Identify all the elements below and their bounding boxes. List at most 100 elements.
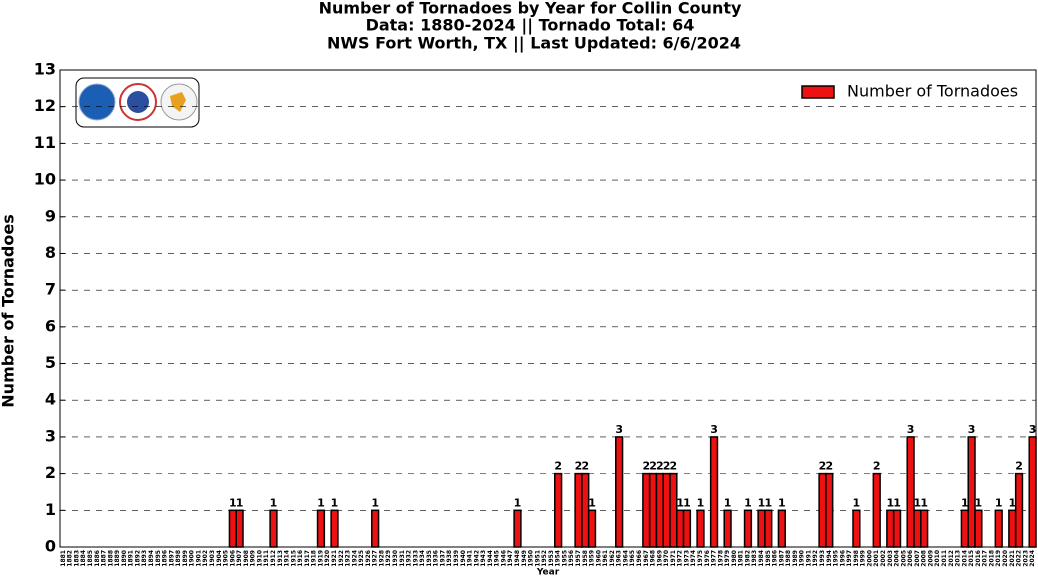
bar [696,509,705,548]
data-label: 3 [1029,423,1037,436]
x-tick-label: 1916 [297,550,304,567]
x-tick-label: 1997 [846,550,853,567]
x-tick-label: 1925 [358,550,365,567]
x-tick-label: 2009 [927,550,934,567]
data-label: 1 [588,496,596,509]
y-tick-label: 13 [34,60,56,79]
data-label: 2 [581,460,589,473]
bar [920,509,929,548]
x-tick-label: 1972 [677,550,684,567]
data-label: 1 [758,496,766,509]
x-tick-label: 1923 [345,550,352,567]
x-tick-label: 1934 [419,550,426,567]
x-tick-label: 2001 [873,550,880,567]
x-tick-label: 1969 [656,550,663,567]
nws-logo-inner [127,91,149,113]
x-tick-label: 1950 [528,550,535,567]
x-tick-label: 1961 [602,550,609,567]
x-tick-label: 2015 [968,550,975,567]
x-tick-label: 2010 [934,550,941,567]
y-tick-label: 1 [45,500,56,519]
y-axis-label: Number of Tornadoes [0,214,18,407]
x-tick-label: 2007 [914,550,921,567]
data-label: 2 [656,460,664,473]
data-label: 1 [961,496,969,509]
bar [330,509,339,548]
x-tick-label: 1900 [189,550,196,567]
x-tick-label: 1895 [155,550,162,567]
x-tick-label: 1985 [765,550,772,567]
data-label: 1 [514,496,522,509]
data-label: 2 [670,460,678,473]
bar [513,509,522,548]
bar [764,509,773,548]
x-tick-label: 1987 [778,550,785,567]
bar [960,509,969,548]
x-tick-label: 1988 [785,550,792,567]
bar [709,436,719,548]
data-label: 1 [676,496,684,509]
bar [581,472,590,548]
x-tick-label: 1999 [860,550,867,567]
x-tick-label: 2021 [1009,550,1016,567]
data-label: 1 [236,496,244,509]
bar [655,472,664,548]
x-tick-label: 1956 [568,550,575,567]
y-tick-label: 2 [45,463,56,482]
x-tick-label: 1966 [636,550,643,567]
x-tick-label: 1906 [229,550,236,567]
x-tick-label: 1979 [724,550,731,567]
x-tick-label: 1973 [683,550,690,567]
bar [892,509,902,548]
data-label: 1 [853,496,861,509]
x-tick-label: 2008 [921,550,928,567]
x-tick-label: 2006 [907,550,914,567]
x-tick-label: 1996 [839,550,846,567]
x-tick-label: 1994 [826,550,833,567]
bar [554,472,563,548]
legend-label: Number of Tornadoes [847,82,1018,101]
data-label: 1 [270,496,278,509]
data-label: 1 [995,496,1003,509]
x-tick-label: 1881 [60,550,67,567]
x-tick-label: 1924 [351,550,358,567]
x-tick-label: 1952 [541,550,548,567]
data-label: 2 [825,460,833,473]
data-label: 2 [649,460,657,473]
x-tick-label: 1938 [446,550,453,567]
chart-title: Data: 1880-2024 || Tornado Total: 64 [366,16,695,36]
bar [818,472,827,548]
bar [723,509,732,548]
plot-frame [59,69,1037,548]
x-tick-label: 1928 [378,550,385,567]
x-tick-label: 1960 [595,550,602,567]
x-tick-label: 1892 [134,550,141,567]
x-tick-label: 1933 [412,550,419,567]
x-tick-label: 1917 [304,550,311,567]
x-tick-label: 1953 [548,550,555,567]
data-label: 1 [975,496,983,509]
data-label: 1 [683,496,691,509]
y-tick-label: 5 [45,353,56,372]
x-tick-label: 2017 [982,550,989,567]
x-tick-label: 2005 [900,550,907,567]
x-tick-label: 1918 [311,550,318,567]
bar [906,436,915,548]
x-tick-label: 2014 [961,550,968,567]
x-tick-label: 1901 [195,550,202,567]
data-label: 1 [764,496,772,509]
x-tick-label: 2004 [894,550,901,567]
x-tick-label: 2019 [995,550,1002,567]
x-tick-label: 1986 [772,550,779,567]
x-tick-label: 1957 [575,550,582,567]
x-axis-label: Year [536,568,560,578]
bar [682,509,692,548]
x-tick-label: 1991 [805,550,812,567]
bar [615,436,624,548]
data-label: 1 [371,496,379,509]
x-tick-label: 1976 [704,550,711,567]
bar [872,472,881,548]
bar [669,472,678,548]
x-tick-label: 1982 [744,550,751,567]
x-tick-label: 1886 [94,550,101,567]
